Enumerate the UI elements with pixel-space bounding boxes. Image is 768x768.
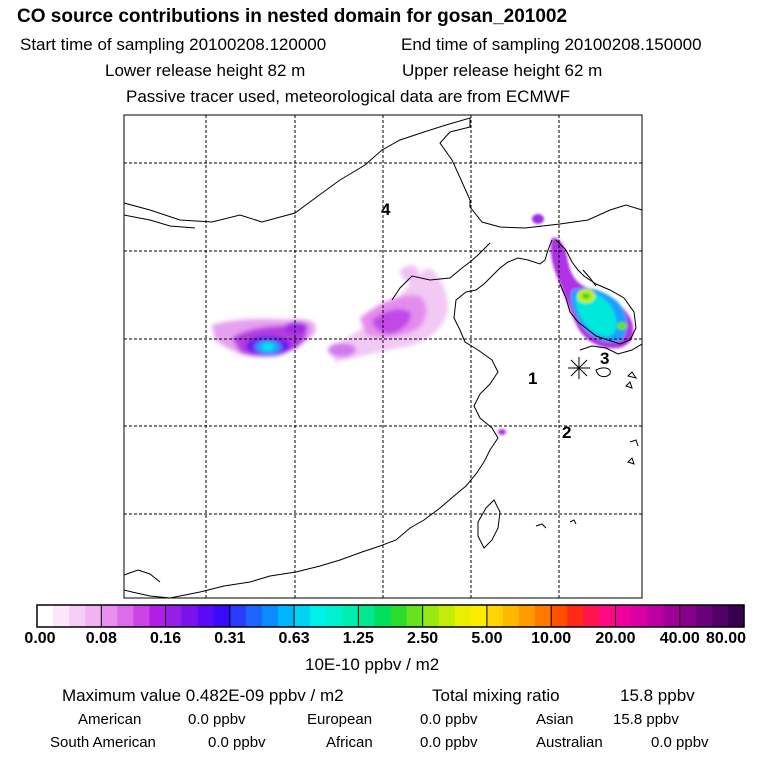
colorbar-unit-label: 10E-10 ppbv / m2 bbox=[305, 655, 439, 675]
african-value: 0.0 ppbv bbox=[420, 734, 478, 751]
colorbar-segment bbox=[326, 605, 343, 627]
european-label: European bbox=[307, 711, 372, 728]
colorbar-segment bbox=[487, 605, 504, 627]
colorbar-segment bbox=[117, 605, 134, 627]
colorbar-segment bbox=[583, 605, 600, 627]
colorbar-segment bbox=[85, 605, 102, 627]
colorbar-segment bbox=[294, 605, 311, 627]
colorbar-segment bbox=[37, 605, 54, 627]
co-plume-west bbox=[212, 319, 316, 357]
colorbar-segment bbox=[358, 605, 375, 627]
south-american-label: South American bbox=[50, 734, 156, 751]
colorbar-segment bbox=[230, 605, 247, 627]
colorbar-segment bbox=[439, 605, 456, 627]
colorbar-segment bbox=[198, 605, 215, 627]
colorbar-tick-label: 5.00 bbox=[471, 630, 502, 648]
colorbar-tick-label: 40.00 bbox=[660, 630, 700, 648]
map-canvas: 1 2 3 4 bbox=[0, 0, 768, 768]
colorbar-tick-label: 10.00 bbox=[531, 630, 571, 648]
asian-value: 15.8 ppbv bbox=[613, 711, 679, 728]
colorbar-tick-label: 0.08 bbox=[86, 630, 117, 648]
colorbar-segment bbox=[391, 605, 408, 627]
colorbar-segment bbox=[664, 605, 681, 627]
colorbar-segment bbox=[471, 605, 488, 627]
colorbar-segment bbox=[648, 605, 665, 627]
colorbar-segment bbox=[551, 605, 568, 627]
south-american-value: 0.0 ppbv bbox=[208, 734, 266, 751]
colorbar-segment bbox=[69, 605, 86, 627]
colorbar-segment bbox=[149, 605, 166, 627]
colorbar-tick-label: 80.00 bbox=[706, 630, 746, 648]
total-mixing-label: Total mixing ratio bbox=[432, 686, 560, 706]
colorbar-segment bbox=[214, 605, 231, 627]
asian-label: Asian bbox=[536, 711, 574, 728]
australian-value: 0.0 ppbv bbox=[651, 734, 709, 751]
colorbar-segment bbox=[407, 605, 424, 627]
australian-label: Australian bbox=[536, 734, 603, 751]
colorbar-segment bbox=[246, 605, 263, 627]
colorbar-segment bbox=[53, 605, 70, 627]
co-plume-korea bbox=[498, 214, 633, 435]
grid-lines bbox=[124, 115, 642, 598]
colorbar-segment bbox=[133, 605, 150, 627]
colorbar-tick-label: 1.25 bbox=[343, 630, 374, 648]
colorbar-segment bbox=[728, 605, 745, 627]
colorbar-tick-label: 0.63 bbox=[279, 630, 310, 648]
max-value-label: Maximum value 0.482E-09 ppbv / m2 bbox=[62, 686, 344, 706]
region-label-3: 3 bbox=[600, 349, 609, 368]
colorbar-tick-label: 0.00 bbox=[24, 630, 55, 648]
region-label-1: 1 bbox=[528, 369, 537, 388]
colorbar-tick-label: 0.31 bbox=[214, 630, 245, 648]
region-label-4: 4 bbox=[381, 200, 391, 219]
colorbar-segment bbox=[342, 605, 359, 627]
colorbar-segment bbox=[680, 605, 697, 627]
colorbar-tick-label: 20.00 bbox=[595, 630, 635, 648]
colorbar-segment bbox=[166, 605, 183, 627]
total-mixing-value: 15.8 ppbv bbox=[620, 686, 695, 706]
african-label: African bbox=[326, 734, 373, 751]
colorbar-segment bbox=[615, 605, 632, 627]
colorbar-segment bbox=[535, 605, 552, 627]
map-content: 1 2 3 4 bbox=[124, 115, 642, 598]
colorbar bbox=[37, 605, 745, 627]
colorbar-segment bbox=[423, 605, 440, 627]
station-marker bbox=[568, 357, 590, 379]
colorbar-segment bbox=[567, 605, 584, 627]
colorbar-segment bbox=[262, 605, 279, 627]
colorbar-segment bbox=[632, 605, 649, 627]
american-label: American bbox=[78, 711, 141, 728]
colorbar-segment bbox=[696, 605, 713, 627]
colorbar-segment bbox=[101, 605, 118, 627]
american-value: 0.0 ppbv bbox=[188, 711, 246, 728]
colorbar-segment bbox=[503, 605, 520, 627]
colorbar-tick-label: 0.16 bbox=[150, 630, 181, 648]
colorbar-segment bbox=[374, 605, 391, 627]
colorbar-segment bbox=[182, 605, 199, 627]
colorbar-segment bbox=[310, 605, 327, 627]
colorbar-tick-label: 2.50 bbox=[407, 630, 438, 648]
colorbar-segment bbox=[455, 605, 472, 627]
colorbar-segment bbox=[599, 605, 616, 627]
region-label-2: 2 bbox=[562, 423, 571, 442]
colorbar-segment bbox=[278, 605, 295, 627]
european-value: 0.0 ppbv bbox=[420, 711, 478, 728]
colorbar-segment bbox=[712, 605, 729, 627]
colorbar-segment bbox=[519, 605, 536, 627]
